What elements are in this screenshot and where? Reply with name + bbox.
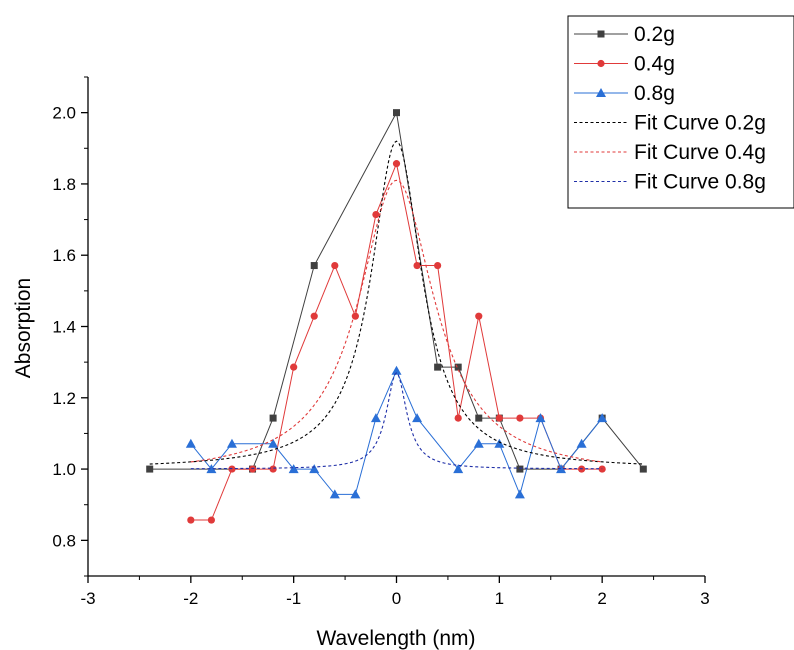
data-point — [372, 210, 380, 219]
data-point — [473, 438, 484, 448]
y-tick-label: 1.4 — [52, 318, 76, 337]
data-point — [516, 465, 524, 473]
data-point — [639, 465, 647, 473]
series-fit-curve-0-8g — [190, 372, 603, 470]
data-point — [309, 464, 320, 474]
x-tick-label: 1 — [495, 589, 504, 608]
series-line — [190, 369, 603, 496]
legend-label: Fit Curve 0.2g — [634, 112, 766, 135]
x-axis-title: Wavelength (nm) — [316, 627, 475, 650]
data-point — [475, 312, 483, 320]
legend-label: Fit Curve 0.8g — [634, 171, 766, 194]
data-point — [248, 465, 257, 473]
data-point — [268, 438, 279, 448]
legend-item: Fit Curve 0.8g — [574, 171, 766, 194]
series-fit-curve-0-2g — [149, 140, 644, 465]
y-tick-label: 1.8 — [52, 175, 76, 194]
data-point — [434, 363, 442, 371]
data-point — [495, 414, 503, 422]
data-point — [412, 413, 423, 423]
fit-curve-line — [149, 140, 644, 465]
data-point — [393, 109, 400, 117]
y-tick-label: 0.8 — [52, 531, 76, 550]
legend-marker — [597, 30, 605, 38]
data-point — [351, 312, 359, 320]
data-point — [290, 363, 298, 371]
legend-item: 0.2g — [574, 23, 675, 46]
data-point — [391, 365, 402, 375]
data-point — [146, 465, 154, 473]
data-point — [331, 261, 339, 270]
data-point — [516, 414, 524, 422]
data-point — [535, 413, 546, 423]
data-point — [269, 465, 277, 473]
data-point — [310, 262, 318, 270]
y-tick-label: 1.0 — [52, 460, 76, 479]
legend-item: 0.4g — [574, 53, 675, 76]
x-tick-label: 2 — [597, 589, 606, 608]
data-point — [597, 413, 608, 423]
data-point — [187, 516, 195, 524]
legend-label: 0.2g — [634, 23, 675, 46]
y-tick-label: 2.0 — [52, 104, 76, 123]
data-point — [310, 312, 318, 320]
data-point — [207, 516, 215, 524]
fit-curve-line — [190, 372, 603, 470]
legend-label: 0.8g — [634, 82, 675, 105]
legend-item: 0.8g — [574, 82, 675, 105]
x-tick-label: -1 — [286, 589, 301, 608]
series-0-8g — [185, 365, 608, 499]
fit-curve-line — [190, 179, 603, 463]
data-point — [494, 438, 505, 448]
data-point — [556, 464, 567, 474]
legend-label: Fit Curve 0.4g — [634, 141, 766, 164]
legend-marker — [597, 59, 605, 68]
x-tick-label: 3 — [700, 589, 709, 608]
data-point — [454, 363, 462, 371]
y-tick-label: 1.6 — [52, 246, 76, 265]
data-point — [514, 489, 525, 499]
x-tick-label: -3 — [80, 589, 95, 608]
data-point — [453, 464, 464, 474]
axes: -3 -2 -1 0 1 2 3 0.8 1.0 1.2 1.4 1.6 1.8 2.0 — [52, 76, 710, 608]
data-point — [413, 261, 421, 270]
data-point — [454, 414, 462, 422]
y-axis-title: Absorption — [12, 278, 35, 378]
y-tick-label: 1.2 — [52, 389, 76, 408]
legend-label: 0.4g — [634, 53, 675, 76]
legend-marker — [596, 88, 606, 97]
data-point — [392, 160, 401, 168]
x-tick-label: 0 — [392, 589, 401, 608]
data-point — [350, 489, 361, 499]
data-point — [434, 261, 442, 270]
legend-item: Fit Curve 0.4g — [574, 141, 766, 164]
data-point — [370, 413, 381, 423]
x-tick-label: -2 — [183, 589, 198, 608]
data-point — [206, 464, 217, 474]
legend-item: Fit Curve 0.2g — [574, 112, 766, 135]
data-point — [475, 414, 483, 422]
data-point — [576, 438, 587, 448]
series-fit-curve-0-4g — [190, 179, 603, 463]
plot-area — [146, 109, 647, 524]
data-point — [226, 438, 237, 448]
data-point — [269, 414, 277, 422]
data-point — [329, 489, 340, 499]
legend: 0.2g 0.4g 0.8g Fit Curve 0.2g Fit Curve 0.4g… — [567, 15, 794, 209]
legend-box — [567, 15, 794, 209]
data-point — [185, 438, 196, 448]
data-point — [288, 464, 299, 474]
